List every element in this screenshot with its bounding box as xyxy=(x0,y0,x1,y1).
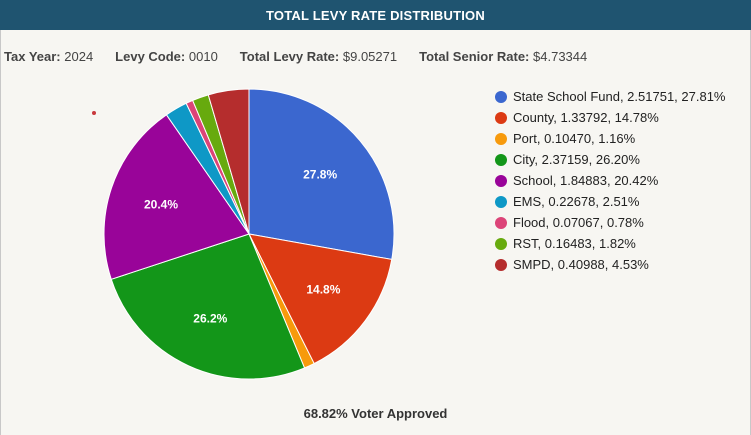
legend-label: School, 1.84883, 20.42% xyxy=(513,173,659,188)
pie-label-school: 20.4% xyxy=(144,197,178,211)
levy-code-label: Levy Code: xyxy=(115,49,186,64)
pie-slice-smpd[interactable] xyxy=(207,88,250,235)
pie-label-city: 26.2% xyxy=(193,311,227,325)
legend-color-icon xyxy=(495,111,507,124)
stray-marker-dot xyxy=(92,111,96,115)
legend-color-icon xyxy=(495,174,507,187)
legend-item-school[interactable]: School, 1.84883, 20.42% xyxy=(495,170,726,191)
legend-label: Flood, 0.07067, 0.78% xyxy=(513,215,644,230)
legend-color-icon xyxy=(495,90,507,103)
pie-slice-county[interactable] xyxy=(248,233,393,365)
pie-label-county: 14.8% xyxy=(306,282,340,296)
pie-label-state-school-fund: 27.8% xyxy=(303,167,337,181)
pie-legend: State School Fund, 2.51751, 27.81% County… xyxy=(495,86,726,275)
legend-label: SMPD, 0.40988, 4.53% xyxy=(513,257,649,272)
legend-item-state-school-fund[interactable]: State School Fund, 2.51751, 27.81% xyxy=(495,86,726,107)
total-levy-value: $9.05271 xyxy=(342,49,398,64)
chart-title: TOTAL LEVY RATE DISTRIBUTION xyxy=(266,7,485,23)
legend-label: Port, 0.10470, 1.16% xyxy=(513,131,636,146)
pie-slice-state-school-fund[interactable] xyxy=(248,88,395,261)
pie-slice-school[interactable] xyxy=(103,114,250,280)
levy-code-value: 0010 xyxy=(188,49,218,64)
legend-color-icon xyxy=(495,216,507,229)
legend-color-icon xyxy=(495,132,507,145)
legend-item-flood[interactable]: Flood, 0.07067, 0.78% xyxy=(495,212,726,233)
chart-header: TOTAL LEVY RATE DISTRIBUTION xyxy=(0,0,751,30)
legend-label: EMS, 0.22678, 2.51% xyxy=(513,194,640,209)
legend-item-county[interactable]: County, 1.33792, 14.78% xyxy=(495,107,726,128)
tax-year-label: Tax Year: xyxy=(4,49,61,64)
pie-chart: 27.8% 14.8% 26.2% 20.4% xyxy=(103,88,395,380)
legend-item-rst[interactable]: RST, 0.16483, 1.82% xyxy=(495,233,726,254)
tax-year-value: 2024 xyxy=(64,49,94,64)
total-levy-rate: Total Levy Rate: $9.05271 xyxy=(240,49,397,64)
legend-color-icon xyxy=(495,195,507,208)
pie-slice-city[interactable] xyxy=(110,233,306,380)
legend-label: County, 1.33792, 14.78% xyxy=(513,110,659,125)
tax-year: Tax Year: 2024 xyxy=(4,49,93,64)
total-senior-label: Total Senior Rate: xyxy=(419,49,530,64)
legend-color-icon xyxy=(495,258,507,271)
legend-item-city[interactable]: City, 2.37159, 26.20% xyxy=(495,149,726,170)
voter-approved-text: 68.82% Voter Approved xyxy=(303,406,448,421)
total-senior-value: $4.73344 xyxy=(533,49,588,64)
legend-label: RST, 0.16483, 1.82% xyxy=(513,236,636,251)
legend-color-icon xyxy=(495,237,507,250)
levy-info-bar: Tax Year: 2024 Levy Code: 0010 Total Lev… xyxy=(4,49,609,64)
total-senior-rate: Total Senior Rate: $4.73344 xyxy=(419,49,587,64)
levy-code: Levy Code: 0010 xyxy=(115,49,218,64)
legend-item-smpd[interactable]: SMPD, 0.40988, 4.53% xyxy=(495,254,726,275)
voter-approved-note: 68.82% Voter Approved xyxy=(0,406,751,421)
legend-label: State School Fund, 2.51751, 27.81% xyxy=(513,89,726,104)
legend-color-icon xyxy=(495,153,507,166)
legend-item-ems[interactable]: EMS, 0.22678, 2.51% xyxy=(495,191,726,212)
legend-label: City, 2.37159, 26.20% xyxy=(513,152,640,167)
legend-item-port[interactable]: Port, 0.10470, 1.16% xyxy=(495,128,726,149)
total-levy-label: Total Levy Rate: xyxy=(239,49,340,64)
